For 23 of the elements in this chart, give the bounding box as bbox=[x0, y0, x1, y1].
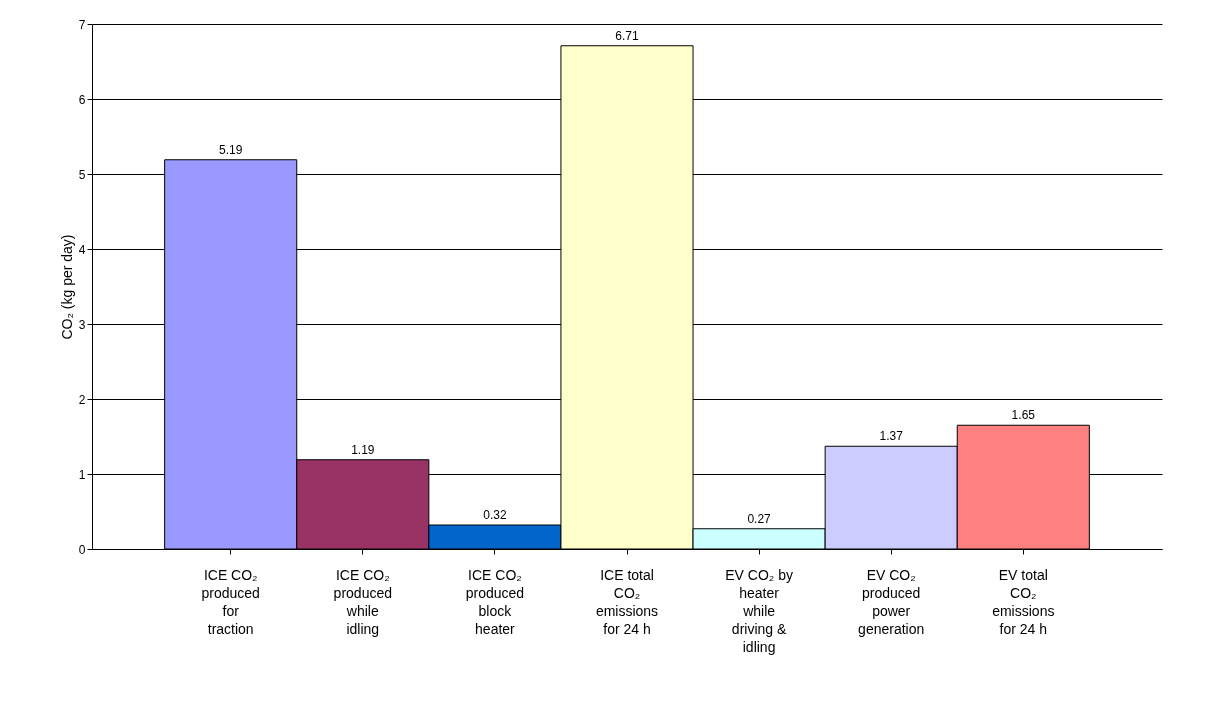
y-tick-label: 2 bbox=[78, 392, 86, 407]
x-tick-label: EV total CO₂ emissions for 24 h bbox=[992, 566, 1055, 637]
data-label: 0.27 bbox=[747, 511, 772, 526]
y-tick-label: 0 bbox=[78, 542, 86, 557]
x-tick-label: EV CO₂ produced power generation bbox=[858, 566, 925, 637]
y-tick-label: 4 bbox=[78, 242, 86, 257]
data-label: 1.37 bbox=[879, 429, 904, 444]
data-label: 0.32 bbox=[483, 508, 507, 522]
y-axis-title: CO₂ (kg per day) bbox=[58, 234, 75, 340]
y-tick-label: 1 bbox=[78, 467, 86, 482]
y-tick-label: 7 bbox=[78, 17, 86, 32]
x-tick-label: EV CO₂ by heater while driving & idling bbox=[725, 566, 793, 655]
x-tick-label: ICE CO₂ produced block heater bbox=[465, 566, 525, 637]
data-label: 6.71 bbox=[615, 28, 639, 43]
x-tick-label: ICE CO₂ produced for traction bbox=[201, 566, 260, 637]
data-label: 1.65 bbox=[1011, 408, 1036, 423]
x-tick-label: ICE CO₂ produced while idling bbox=[333, 566, 392, 637]
data-label: 1.19 bbox=[351, 442, 375, 457]
y-tick-label: 3 bbox=[78, 317, 86, 332]
y-tick-label: 6 bbox=[78, 92, 86, 107]
x-tick-label: ICE total CO₂ emissions for 24 h bbox=[595, 566, 659, 637]
data-label: 5.19 bbox=[219, 142, 243, 157]
y-tick-label: 5 bbox=[78, 167, 86, 182]
